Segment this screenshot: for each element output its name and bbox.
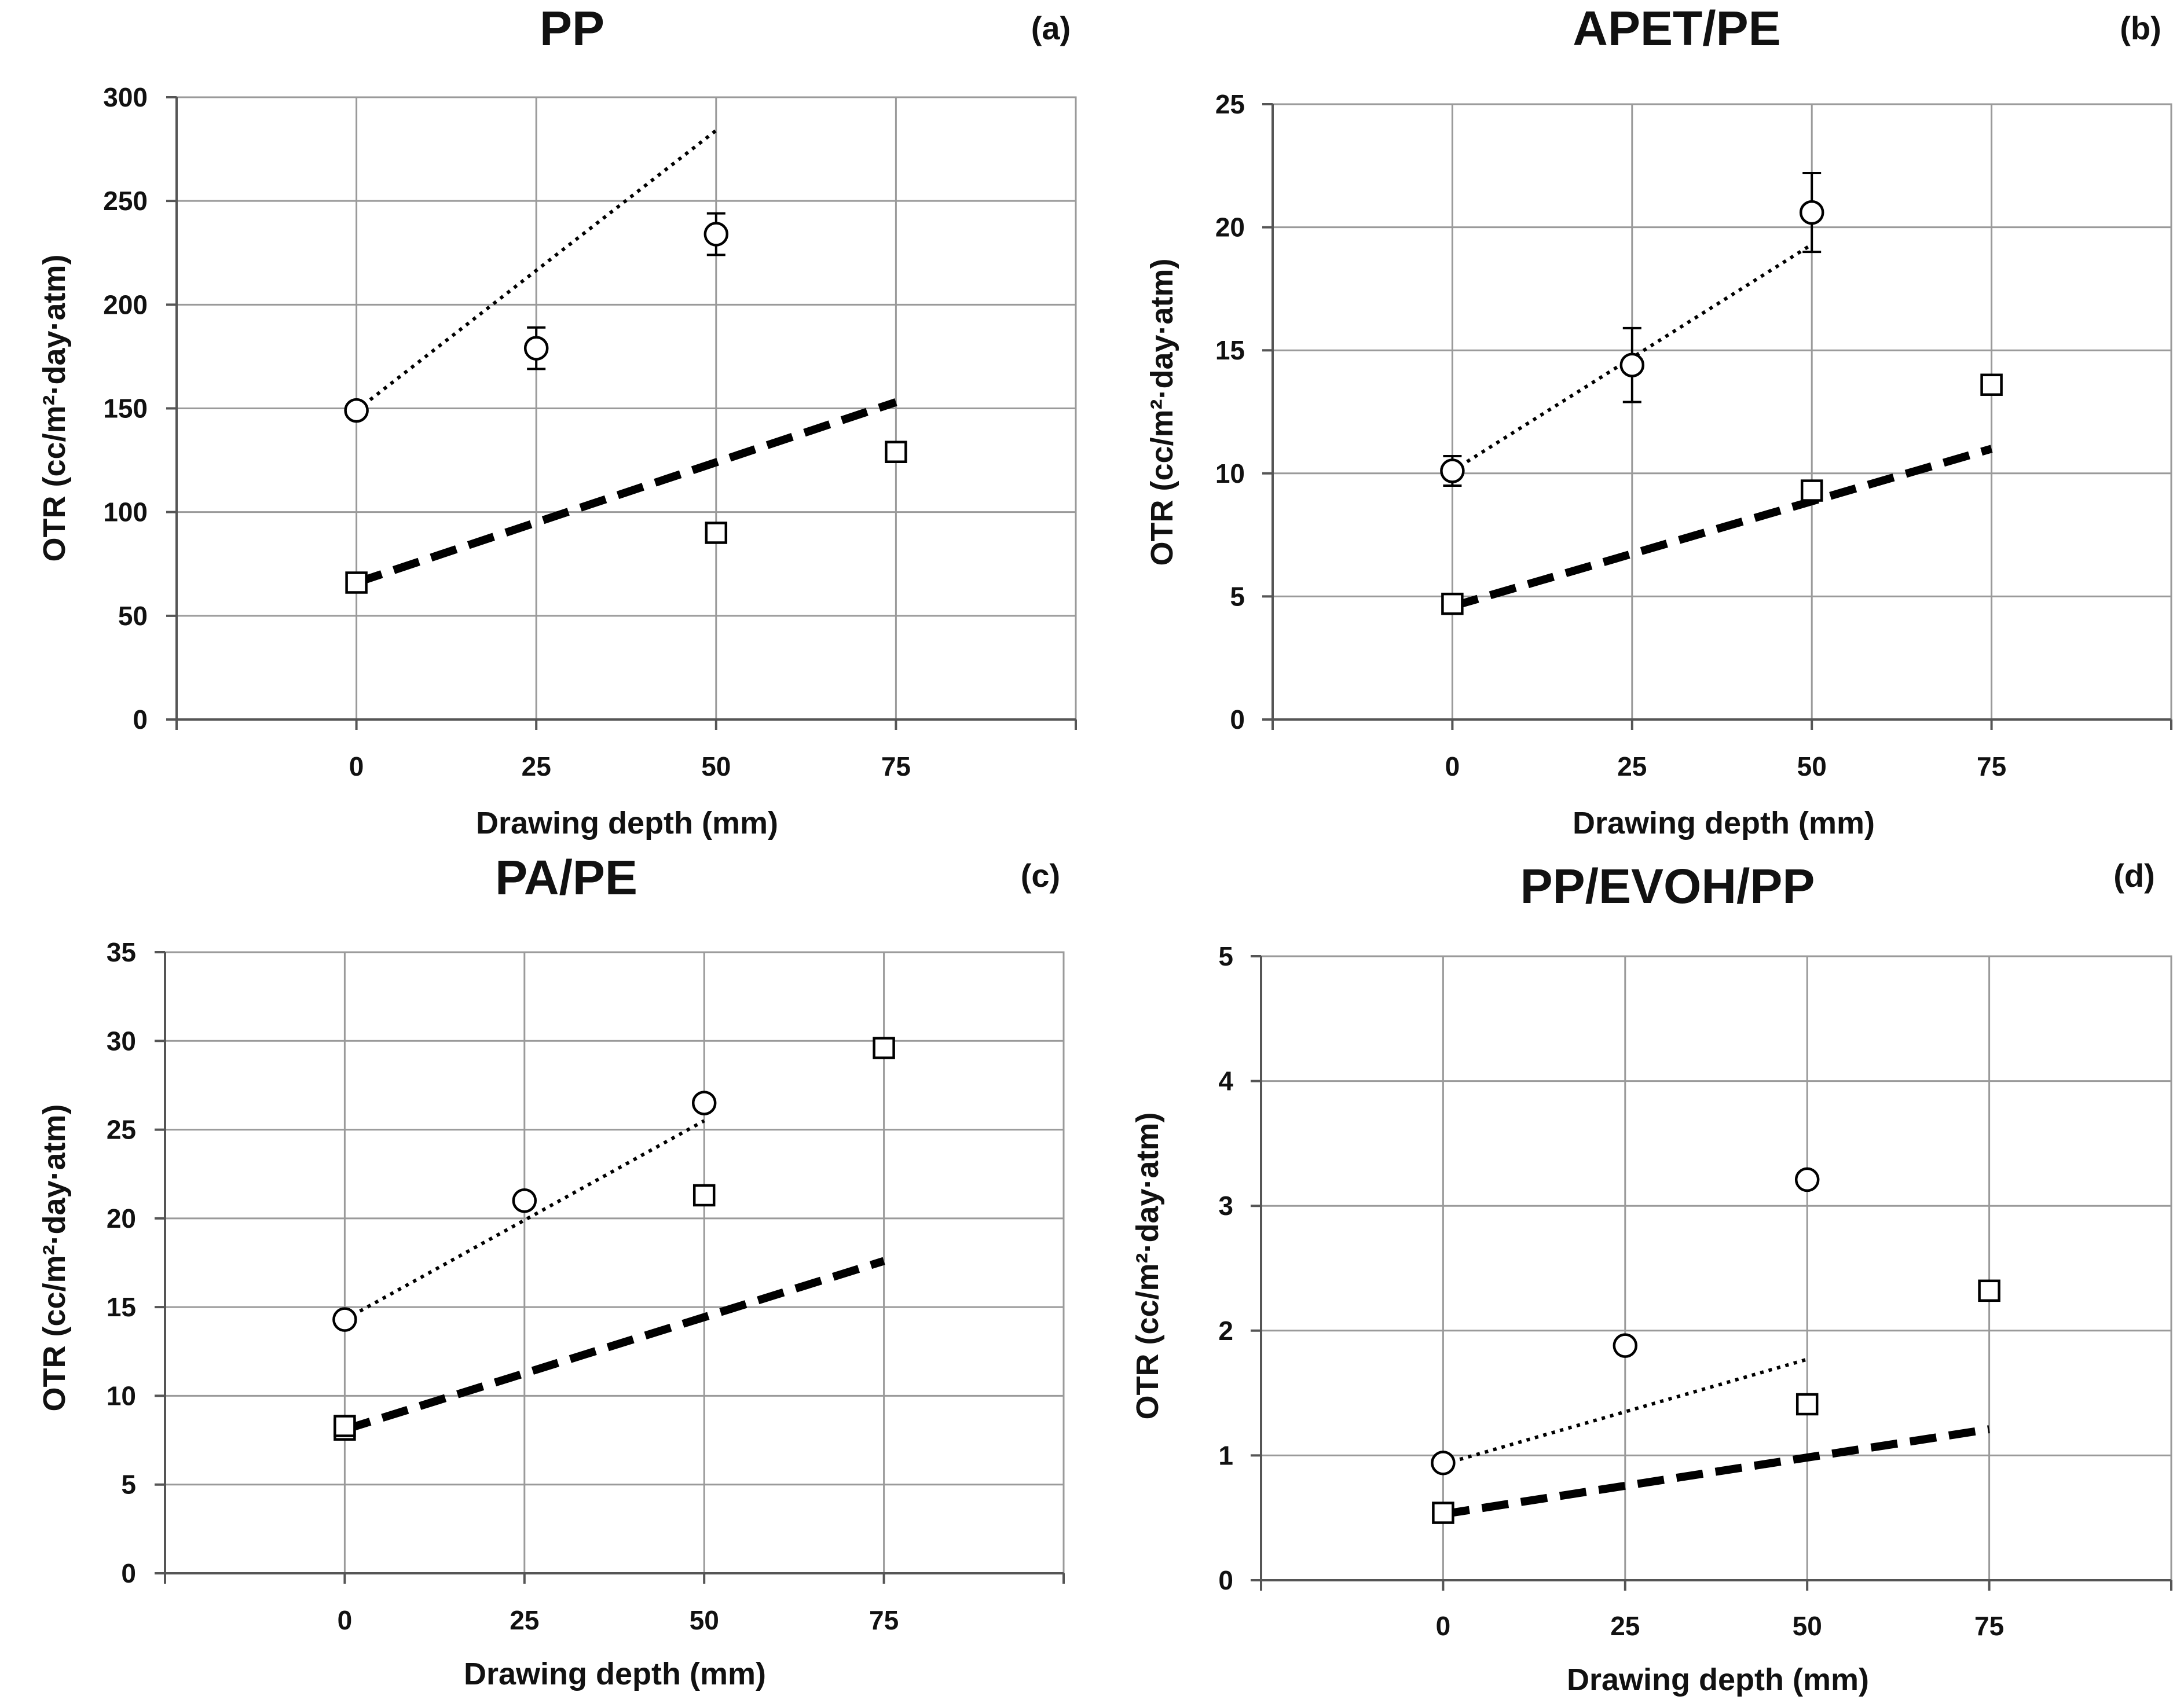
chart-4-trendline-dotted	[1442, 1357, 1808, 1466]
chart-1-point-square	[345, 571, 368, 594]
chart-2-trendline-dashed	[1451, 445, 1993, 611]
chart-1-y-tick-label: 0	[133, 704, 148, 735]
chart-1-x-axis-label: Drawing depth (mm)	[476, 806, 778, 840]
chart-2-point-square	[1800, 479, 1823, 502]
chart-3-title: PA/PE	[495, 850, 637, 905]
chart-4-point-square	[1978, 1279, 2000, 1302]
chart-4-x-tick-label: 25	[1610, 1611, 1640, 1641]
chart-4-point-square	[1432, 1502, 1454, 1524]
chart-4-y-tick-label: 5	[1218, 941, 1233, 971]
chart-1-point-square	[705, 522, 728, 544]
chart-3-point-square	[334, 1415, 356, 1437]
chart-3-point-circle	[512, 1188, 537, 1213]
chart-3-point-square	[873, 1037, 895, 1059]
chart-2-y-tick-label: 25	[1215, 89, 1245, 119]
chart-4-point-circle	[1431, 1451, 1456, 1475]
chart-1-y-axis-label: OTR (cc/m²·day·atm)	[37, 254, 72, 561]
chart-2-title: APET/PE	[1573, 1, 1780, 56]
chart-4-y-tick-label: 3	[1218, 1191, 1233, 1221]
chart-3-point-square	[692, 1184, 716, 1207]
chart-4-point-circle	[1613, 1333, 1638, 1358]
chart-4-x-tick-label: 75	[1974, 1611, 2004, 1641]
chart-3-y-tick-label: 30	[107, 1026, 136, 1056]
chart-4-x-tick-label: 50	[1793, 1611, 1822, 1641]
chart-3-plot-area	[164, 951, 1065, 1574]
chart-2-point-circle	[1799, 200, 1824, 225]
chart-3-y-tick-label: 5	[121, 1470, 136, 1500]
chart-1-x-tick-label: 25	[522, 751, 551, 781]
chart-2-panel-label: (b)	[2120, 10, 2161, 46]
chart-2-x-axis-label: Drawing depth (mm)	[1573, 806, 1875, 840]
chart-3-y-axis-label: OTR (cc/m²·day·atm)	[37, 1104, 72, 1411]
chart-2-y-tick-label: 5	[1230, 581, 1245, 611]
chart-3-x-tick-label: 75	[869, 1605, 899, 1635]
chart-3-y-tick-label: 25	[107, 1115, 136, 1145]
chart-4-title: PP/EVOH/PP	[1520, 859, 1815, 913]
chart-3-y-tick-label: 35	[107, 937, 136, 967]
chart-4-x-axis-label: Drawing depth (mm)	[1567, 1662, 1869, 1697]
chart-2-point-circle	[1440, 458, 1465, 483]
chart-3-y-tick-label: 20	[107, 1203, 136, 1234]
chart-2-y-tick-label: 15	[1215, 335, 1245, 365]
chart-2-plot-area	[1271, 103, 2172, 721]
chart-2-y-tick-label: 0	[1230, 704, 1245, 735]
chart-1-point-square	[885, 440, 907, 463]
chart-3-trendline-dashed	[343, 1257, 885, 1434]
chart-3-x-tick-label: 25	[510, 1605, 539, 1635]
chart-4-y-tick-label: 1	[1218, 1440, 1233, 1470]
chart-2-y-axis-label: OTR (cc/m²·day·atm)	[1145, 258, 1179, 566]
chart-4-point-square	[1795, 1393, 1819, 1416]
chart-2-point-square	[1980, 373, 2003, 396]
chart-2-trendline-dotted	[1451, 243, 1813, 473]
chart-1-x-tick-label: 75	[881, 751, 911, 781]
chart-1-y-tick-label: 50	[118, 601, 148, 631]
chart-1-title: PP	[540, 1, 604, 56]
chart-3-panel-label: (c)	[1021, 857, 1060, 894]
chart-1-trendline-dashed	[355, 398, 897, 587]
chart-2-x-tick-label: 50	[1797, 751, 1827, 781]
chart-1-trendline-dotted	[355, 129, 717, 412]
chart-3-y-tick-label: 10	[107, 1381, 136, 1411]
chart-2-x-tick-label: 25	[1617, 751, 1647, 781]
chart-4-plot-area	[1260, 955, 2172, 1581]
chart-1-point-circle	[703, 222, 729, 247]
chart-2-x-tick-label: 75	[1977, 751, 2006, 781]
chart-3-y-tick-label: 15	[107, 1292, 136, 1322]
chart-3-y-tick-label: 0	[121, 1558, 136, 1588]
chart-4-point-circle	[1794, 1167, 1820, 1192]
chart-4-trendline-dashed	[1442, 1425, 1990, 1518]
chart-4-x-tick-label: 0	[1436, 1611, 1451, 1641]
chart-1-y-tick-label: 100	[103, 497, 148, 527]
chart-4-panel-label: (d)	[2113, 857, 2155, 894]
chart-1-y-tick-label: 300	[103, 82, 148, 112]
chart-2-x-tick-label: 0	[1445, 751, 1460, 781]
chart-3-point-circle	[691, 1091, 717, 1115]
chart-2-point-square	[1441, 592, 1464, 615]
chart-1-point-circle	[344, 398, 369, 423]
chart-1-panel-label: (a)	[1031, 10, 1071, 46]
chart-4-y-tick-label: 2	[1218, 1316, 1233, 1346]
chart-1-x-tick-label: 0	[349, 751, 364, 781]
chart-4-y-axis-label: OTR (cc/m²·day·atm)	[1130, 1112, 1165, 1419]
chart-2-point-circle	[1619, 353, 1645, 377]
chart-1-y-tick-label: 250	[103, 186, 148, 216]
chart-1-point-circle	[523, 336, 549, 361]
chart-3-x-tick-label: 50	[690, 1605, 719, 1635]
chart-2-y-tick-label: 20	[1215, 212, 1245, 243]
chart-3-point-circle	[332, 1307, 357, 1332]
chart-1-x-tick-label: 50	[701, 751, 731, 781]
chart-3-x-tick-label: 0	[338, 1605, 353, 1635]
chart-4-y-tick-label: 0	[1218, 1565, 1233, 1595]
chart-4-y-tick-label: 4	[1218, 1066, 1233, 1096]
chart-2-y-tick-label: 10	[1215, 458, 1245, 489]
chart-3-x-axis-label: Drawing depth (mm)	[464, 1657, 766, 1691]
chart-1-y-tick-label: 200	[103, 289, 148, 320]
chart-1-y-tick-label: 150	[103, 394, 148, 424]
